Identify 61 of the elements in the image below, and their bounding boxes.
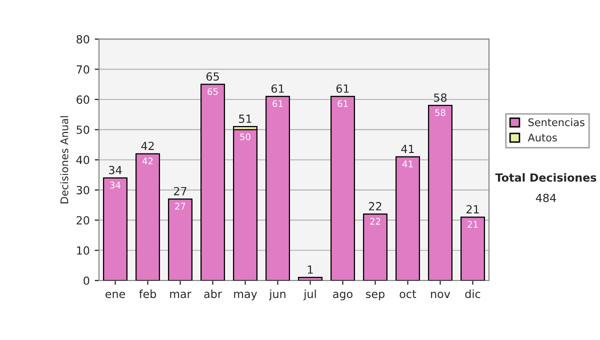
total-label: 1 xyxy=(308,266,313,274)
bar xyxy=(200,84,226,280)
data-label: 21 xyxy=(468,220,478,228)
x-tick-label: ene xyxy=(106,292,126,298)
total-label: 41 xyxy=(401,144,414,153)
x-tick-label: feb xyxy=(139,290,156,298)
data-label: 61 xyxy=(338,100,348,108)
bar xyxy=(168,198,193,280)
y-tick-label: 50 xyxy=(76,126,90,134)
legend-label: Autos xyxy=(528,134,557,142)
y-tick-label: 10 xyxy=(77,246,90,255)
y-tick-label: 20 xyxy=(76,216,90,225)
x-tick-label: jun xyxy=(268,290,286,300)
x-tick-label: nov xyxy=(431,292,450,298)
data-label: 22 xyxy=(370,218,380,225)
data-label: 42 xyxy=(142,158,153,164)
total-label: 22 xyxy=(368,202,382,210)
x-tick-label: dic xyxy=(465,290,480,298)
data-label: 61 xyxy=(272,100,283,108)
total-label: 61 xyxy=(271,84,284,93)
y-tick-label: 80 xyxy=(76,35,90,44)
data-label: 41 xyxy=(402,160,413,168)
text: 484 xyxy=(536,194,556,202)
bar xyxy=(232,129,258,280)
y-tick-label: 60 xyxy=(76,95,90,104)
text: Total Decisiones xyxy=(495,173,596,182)
total-label: 58 xyxy=(434,93,447,102)
bar xyxy=(135,153,160,280)
bar xyxy=(460,216,486,280)
bar xyxy=(362,214,388,280)
data-label: 50 xyxy=(240,133,250,140)
bar xyxy=(428,104,453,280)
x-tick-label: may xyxy=(234,292,258,300)
data-label: 65 xyxy=(208,88,218,95)
y-axis-title: Decisiones Anual xyxy=(60,116,68,204)
data-label: 34 xyxy=(110,182,120,189)
x-tick-label: oct xyxy=(400,290,416,298)
total-label: 42 xyxy=(141,142,154,150)
bar xyxy=(298,276,323,280)
total-label: 27 xyxy=(174,186,186,196)
y-tick-label: 70 xyxy=(76,65,90,74)
total-label: 51 xyxy=(239,114,252,123)
y-tick-label: 0 xyxy=(84,276,90,285)
total-label: 34 xyxy=(109,166,122,174)
data-label: 27 xyxy=(175,202,186,210)
bar xyxy=(265,96,290,280)
x-tick-label: ago xyxy=(333,292,352,300)
y-tick-label: 40 xyxy=(76,156,90,164)
x-tick-label: jul xyxy=(303,290,316,300)
total-label: 61 xyxy=(336,84,349,93)
x-tick-label: sep xyxy=(366,292,384,300)
y-tick-label: 30 xyxy=(76,186,90,194)
total-label: 21 xyxy=(466,205,479,214)
total-label: 65 xyxy=(206,72,219,81)
legend-label: Sentencias xyxy=(528,118,584,126)
bar xyxy=(330,96,356,280)
data-label: 58 xyxy=(435,109,446,116)
x-tick-label: mar xyxy=(170,292,192,298)
bar xyxy=(395,156,420,280)
bar xyxy=(102,177,128,280)
x-tick-label: abr xyxy=(204,290,222,298)
